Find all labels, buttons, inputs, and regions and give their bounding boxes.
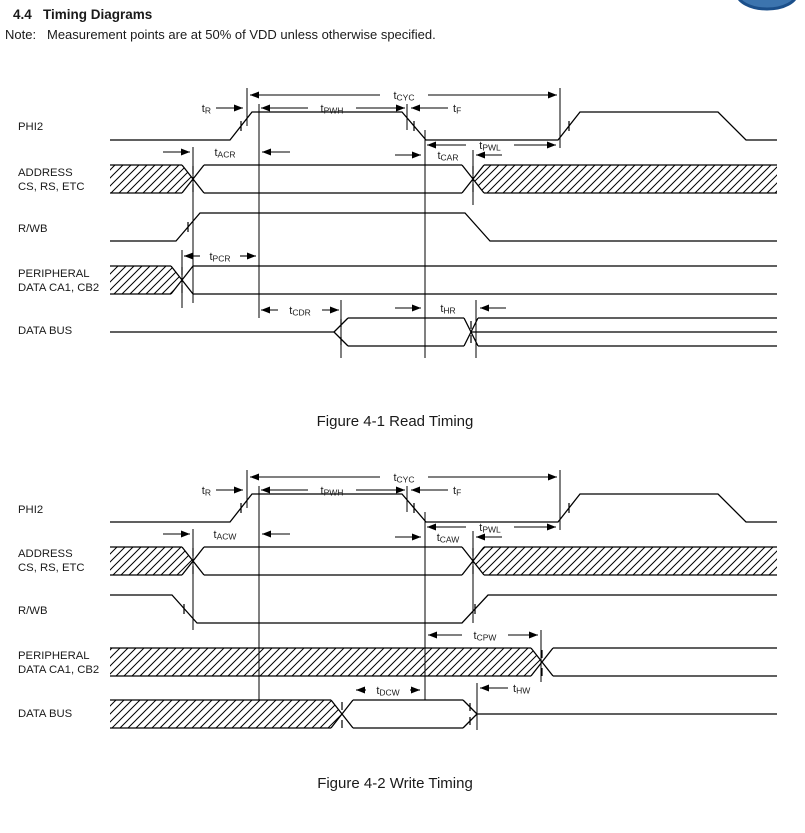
timing-label-tcar: tCAR — [437, 150, 458, 163]
timing-label-tf: tF — [453, 485, 461, 498]
phi2-ticks — [240, 121, 570, 131]
signal-label-phi2: PHI2 — [18, 504, 43, 516]
timing-label-tr: tR — [202, 485, 211, 498]
timing-label-tacw: tACW — [214, 529, 237, 542]
phi2-waveform — [110, 493, 777, 523]
page-title: Timing Diagrams — [43, 7, 152, 22]
timing-label-tcyc: tCYC — [393, 90, 414, 103]
rwb-waveform — [110, 212, 777, 242]
signal-label-address-1: ADDRESS — [18, 548, 73, 560]
figure2-caption: Figure 4-2 Write Timing — [317, 775, 473, 792]
rwb-waveform — [110, 594, 777, 624]
timing-label-tr: tR — [202, 103, 211, 116]
address-waveform — [110, 164, 777, 194]
figure1-read-timing: PHI2 ADDRESS CS, RS, ETC R/WB PERIPHERAL… — [18, 88, 777, 430]
dimension-arrows — [163, 473, 557, 694]
section-number: 4.4 — [13, 7, 32, 22]
timing-label-tacr: tACR — [214, 147, 235, 160]
phi2-ticks — [240, 503, 570, 513]
signal-label-peripheral-2: DATA CA1, CB2 — [18, 664, 99, 676]
note-text: Measurement points are at 50% of VDD unl… — [47, 27, 436, 42]
signal-label-address-2: CS, RS, ETC — [18, 562, 85, 574]
databus-waveform — [110, 699, 777, 729]
address-waveform — [110, 546, 777, 576]
signal-label-peripheral-1: PERIPHERAL — [18, 650, 90, 662]
signal-label-phi2: PHI2 — [18, 121, 43, 133]
timing-label-tpwl: tPWL — [479, 522, 501, 535]
timing-label-tcaw: tCAW — [437, 532, 460, 545]
dimension-arrows — [163, 91, 557, 314]
note-label: Note: — [5, 27, 36, 42]
phi2-waveform — [110, 111, 777, 141]
logo-partial-globe — [738, 0, 796, 11]
signal-label-peripheral-1: PERIPHERAL — [18, 268, 90, 280]
figure1-caption: Figure 4-1 Read Timing — [317, 413, 474, 430]
signal-label-databus: DATA BUS — [18, 325, 73, 337]
timing-label-tpwl: tPWL — [479, 140, 501, 153]
databus-waveform — [110, 317, 777, 347]
timing-label-tpwh: tPWH — [321, 485, 344, 498]
signal-label-databus: DATA BUS — [18, 708, 73, 720]
timing-label-tdcw: tDCW — [376, 685, 399, 698]
signal-label-peripheral-2: DATA CA1, CB2 — [18, 282, 99, 294]
timing-label-tcdr: tCDR — [289, 305, 310, 318]
timing-label-thr: tHR — [440, 303, 455, 316]
figure2-write-timing: PHI2 ADDRESS CS, RS, ETC R/WB PERIPHERAL… — [18, 470, 777, 792]
timing-label-tcpw: tCPW — [474, 630, 497, 643]
peripheral-waveform — [110, 647, 777, 677]
signal-label-address-2: CS, RS, ETC — [18, 181, 85, 193]
timing-label-tpwh: tPWH — [321, 103, 344, 116]
signal-label-rwb: R/WB — [18, 605, 48, 617]
timing-label-tcyc: tCYC — [393, 472, 414, 485]
signal-label-rwb: R/WB — [18, 223, 48, 235]
timing-label-tpcr: tPCR — [209, 251, 230, 264]
signal-label-address-1: ADDRESS — [18, 167, 73, 179]
timing-label-thw: tHW — [513, 683, 530, 696]
timing-label-tf: tF — [453, 103, 461, 116]
peripheral-waveform — [110, 265, 777, 295]
